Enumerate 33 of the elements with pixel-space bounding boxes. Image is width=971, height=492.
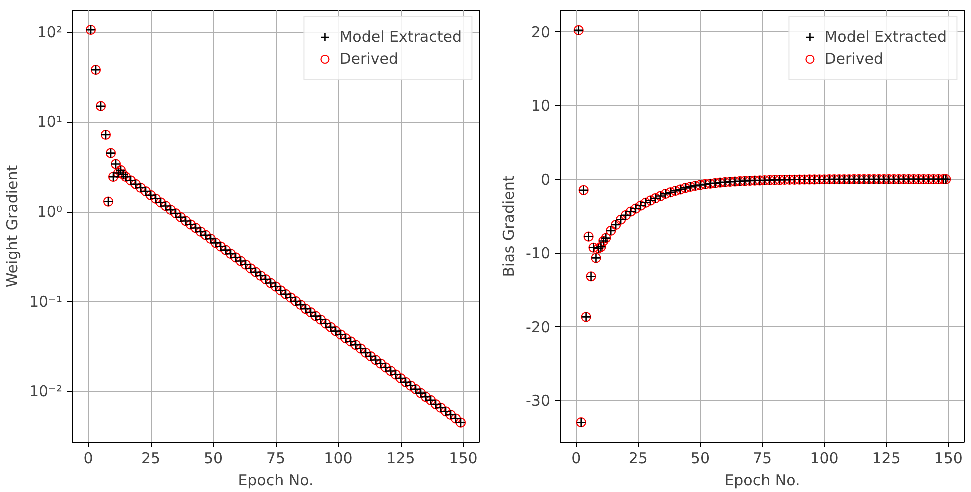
x-tick-label: 50 (690, 450, 710, 468)
x-tick-label: 25 (628, 450, 648, 468)
legend-label: Model Extracted (824, 28, 947, 46)
y-tick-label: -30 (526, 392, 550, 410)
legend-label: Derived (824, 50, 884, 68)
x-tick-label: 125 (386, 450, 416, 468)
y-tick-label: 20 (531, 23, 551, 42)
y-tick-label: -20 (526, 318, 550, 336)
x-tick-label: 100 (324, 450, 353, 468)
x-tick-label: 125 (872, 450, 901, 468)
y-tick-label: -10 (526, 244, 550, 263)
y-axis-title: Weight Gradient (3, 165, 22, 288)
x-tick-label: 100 (810, 450, 839, 468)
x-axis-title: Epoch No. (724, 472, 800, 490)
x-tick-label: 75 (266, 450, 286, 468)
y-tick-label: 10¹ (37, 113, 63, 132)
legend-label: Derived (340, 50, 398, 68)
x-tick-label: 0 (572, 450, 582, 468)
y-tick-label: 10⁻² (29, 382, 63, 401)
y-tick-label: 10⁻¹ (29, 292, 63, 311)
x-tick-label: 75 (752, 450, 772, 468)
x-axis-title: Epoch No. (238, 472, 314, 490)
legend-label: Model Extracted (340, 28, 462, 46)
x-tick-label: 150 (934, 450, 963, 468)
x-tick-label: 150 (449, 450, 478, 468)
y-tick-label: 0 (540, 170, 551, 189)
y-tick-label: 10² (37, 23, 63, 42)
x-tick-label: 0 (84, 450, 94, 468)
y-axis-title: Bias Gradient (500, 176, 518, 278)
y-tick-label: 10 (531, 97, 551, 116)
x-tick-label: 50 (204, 450, 224, 468)
x-tick-label: 25 (141, 450, 161, 468)
y-tick-label: 10⁰ (37, 203, 63, 222)
